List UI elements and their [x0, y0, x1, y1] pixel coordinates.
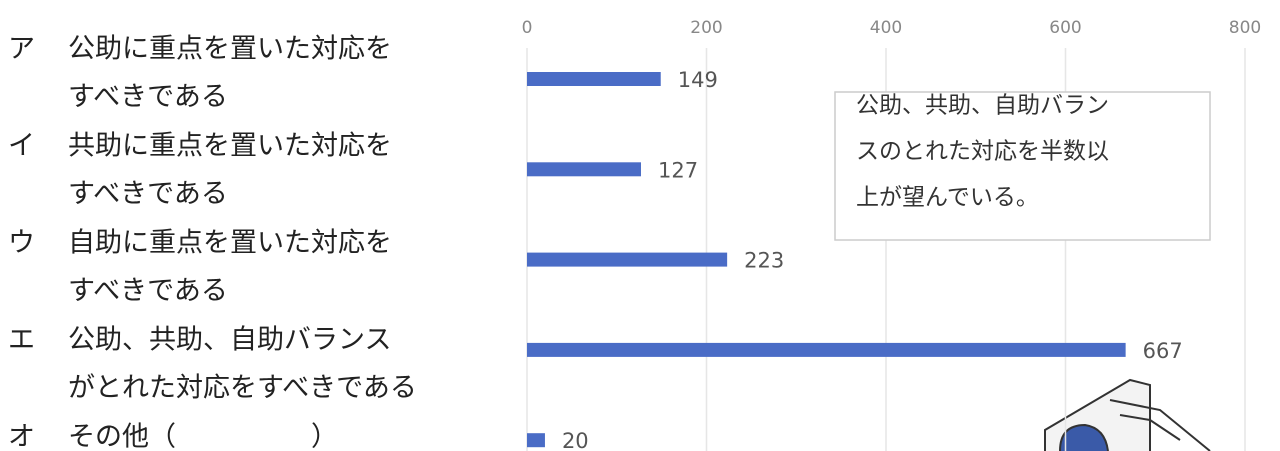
category-label: 共助に重点を置いた対応を [68, 131, 392, 162]
annotation-text: スのとれた対応を半数以 [856, 139, 1109, 165]
category-marker: エ [8, 325, 35, 356]
bar [527, 342, 1126, 357]
x-tick-label: 200 [690, 18, 722, 38]
bar [527, 252, 728, 267]
annotation-box [834, 91, 1211, 241]
category-label: 公助、共助、自助バランス [68, 325, 391, 356]
category-label: 公助に重点を置いた対応を [68, 34, 392, 65]
category-label: 自助に重点を置いた対応を [68, 228, 392, 259]
bar [527, 433, 545, 448]
category-marker: ア [8, 34, 35, 65]
value-label: 149 [678, 68, 718, 92]
value-label: 667 [1143, 339, 1183, 363]
category-marker: ウ [8, 228, 35, 259]
annotation-text: 公助、共助、自助バラン [856, 93, 1109, 119]
category-label: すべきである [68, 276, 228, 307]
annotation-text: 上が望んでいる。 [856, 185, 1039, 211]
category-label: すべきである [68, 179, 228, 210]
x-tick-label: 400 [870, 18, 902, 38]
category-label: その他（ ） [68, 422, 338, 451]
bar [527, 72, 661, 86]
category-label: すべきである [68, 82, 228, 113]
illustration [1044, 378, 1211, 451]
value-label: 223 [744, 249, 784, 273]
value-label: 127 [658, 158, 698, 182]
category-label: がとれた対応をすべきである [68, 373, 417, 404]
value-label: 20 [562, 429, 589, 451]
x-tick-label: 800 [1229, 18, 1261, 38]
category-marker: イ [8, 131, 35, 162]
bar [527, 162, 641, 177]
x-tick-label: 0 [522, 18, 533, 38]
x-tick-label: 600 [1049, 18, 1081, 38]
category-marker: オ [8, 422, 35, 451]
